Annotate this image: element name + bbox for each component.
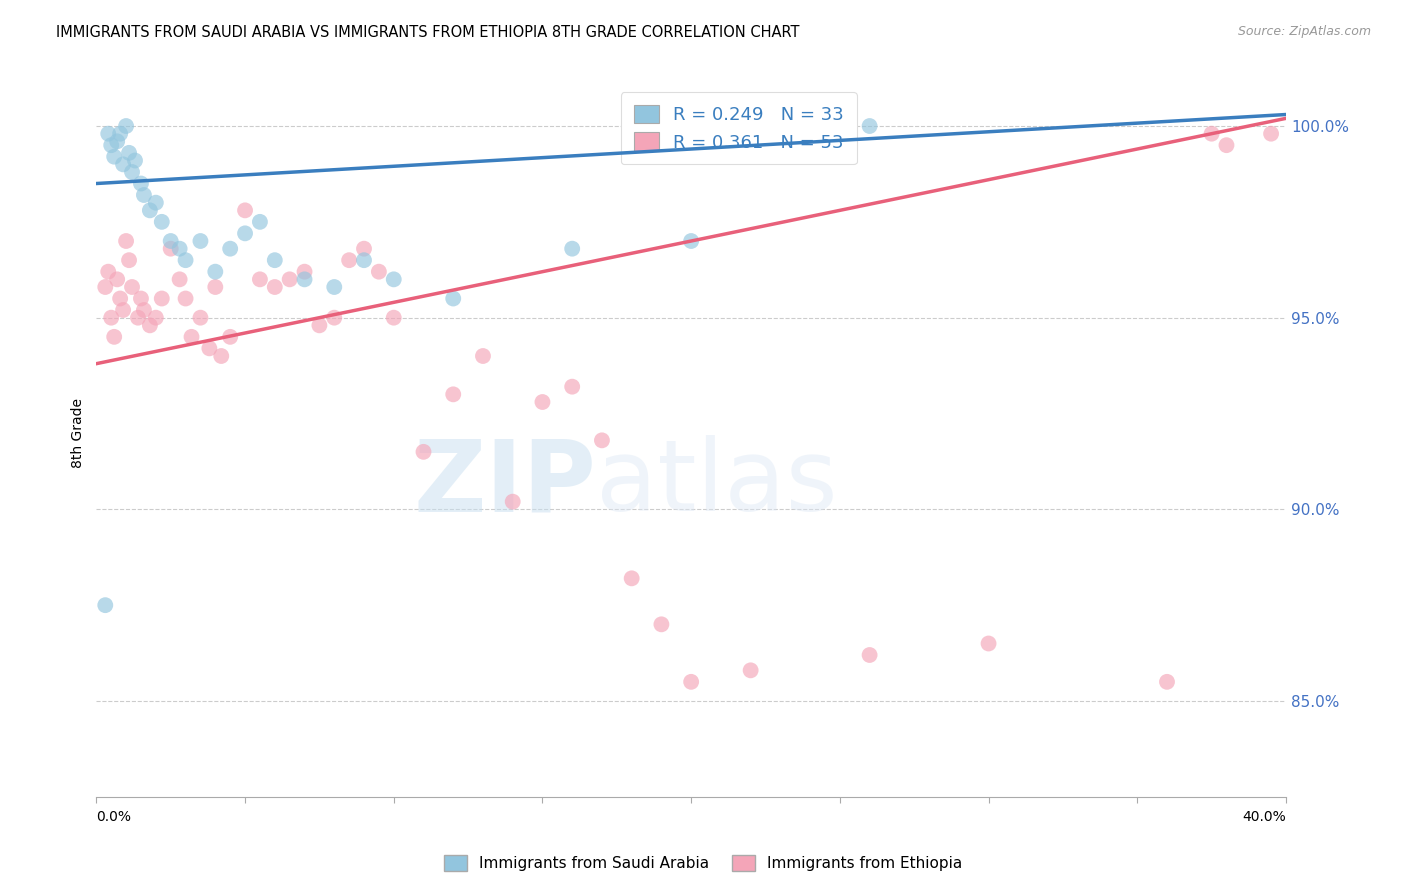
- Point: [139, 318, 162, 333]
- Point: [441, 387, 464, 401]
- Point: [233, 203, 256, 218]
- Point: [219, 330, 242, 344]
- Point: [103, 330, 125, 344]
- Point: [263, 280, 285, 294]
- Point: [294, 272, 316, 286]
- Point: [94, 598, 117, 612]
- Legend: Immigrants from Saudi Arabia, Immigrants from Ethiopia: Immigrants from Saudi Arabia, Immigrants…: [437, 849, 969, 877]
- Point: [561, 379, 583, 393]
- Point: [1215, 138, 1237, 153]
- Point: [139, 203, 162, 218]
- Text: atlas: atlas: [596, 435, 838, 533]
- Point: [249, 215, 271, 229]
- Point: [977, 636, 1000, 650]
- Point: [858, 119, 880, 133]
- Point: [118, 253, 141, 268]
- Point: [124, 153, 146, 168]
- Point: [382, 310, 405, 325]
- Text: ZIP: ZIP: [413, 435, 596, 533]
- Point: [100, 310, 122, 325]
- Point: [174, 292, 197, 306]
- Point: [337, 253, 360, 268]
- Point: [204, 265, 226, 279]
- Point: [159, 242, 181, 256]
- Point: [263, 253, 285, 268]
- Point: [190, 310, 212, 325]
- Point: [108, 292, 131, 306]
- Point: [681, 674, 703, 689]
- Point: [233, 227, 256, 241]
- Point: [118, 145, 141, 160]
- Point: [174, 253, 197, 268]
- Point: [382, 272, 405, 286]
- Point: [190, 234, 212, 248]
- Point: [103, 150, 125, 164]
- Point: [108, 127, 131, 141]
- Point: [132, 188, 155, 202]
- Point: [145, 310, 167, 325]
- Point: [1260, 127, 1282, 141]
- Point: [145, 195, 167, 210]
- Point: [472, 349, 495, 363]
- Point: [112, 157, 135, 171]
- Point: [150, 215, 173, 229]
- Point: [531, 395, 554, 409]
- Point: [150, 292, 173, 306]
- Point: [105, 272, 128, 286]
- Point: [323, 280, 346, 294]
- Point: [620, 571, 643, 585]
- Point: [198, 342, 221, 356]
- Point: [740, 663, 762, 677]
- Point: [353, 253, 375, 268]
- Point: [112, 303, 135, 318]
- Point: [650, 617, 672, 632]
- Point: [100, 138, 122, 153]
- Point: [681, 234, 703, 248]
- Legend: R = 0.249   N = 33, R = 0.361   N = 53: R = 0.249 N = 33, R = 0.361 N = 53: [621, 92, 856, 164]
- Point: [94, 280, 117, 294]
- Point: [308, 318, 330, 333]
- Text: IMMIGRANTS FROM SAUDI ARABIA VS IMMIGRANTS FROM ETHIOPIA 8TH GRADE CORRELATION C: IMMIGRANTS FROM SAUDI ARABIA VS IMMIGRAN…: [56, 25, 800, 40]
- Point: [180, 330, 202, 344]
- Point: [441, 292, 464, 306]
- Point: [502, 494, 524, 508]
- Point: [858, 648, 880, 662]
- Point: [249, 272, 271, 286]
- Point: [209, 349, 232, 363]
- Point: [169, 242, 191, 256]
- Point: [412, 445, 434, 459]
- Point: [105, 134, 128, 148]
- Point: [323, 310, 346, 325]
- Point: [121, 280, 143, 294]
- Point: [129, 177, 152, 191]
- Point: [115, 119, 138, 133]
- Point: [169, 272, 191, 286]
- Point: [127, 310, 149, 325]
- Y-axis label: 8th Grade: 8th Grade: [72, 398, 86, 467]
- Point: [132, 303, 155, 318]
- Point: [97, 127, 120, 141]
- Point: [278, 272, 301, 286]
- Point: [367, 265, 389, 279]
- Point: [353, 242, 375, 256]
- Point: [561, 242, 583, 256]
- Text: Source: ZipAtlas.com: Source: ZipAtlas.com: [1237, 25, 1371, 38]
- Point: [294, 265, 316, 279]
- Point: [129, 292, 152, 306]
- Text: 40.0%: 40.0%: [1243, 810, 1286, 824]
- Point: [204, 280, 226, 294]
- Point: [115, 234, 138, 248]
- Point: [1156, 674, 1178, 689]
- Text: 0.0%: 0.0%: [97, 810, 131, 824]
- Point: [121, 165, 143, 179]
- Point: [97, 265, 120, 279]
- Point: [159, 234, 181, 248]
- Point: [219, 242, 242, 256]
- Point: [1201, 127, 1223, 141]
- Point: [591, 434, 613, 448]
